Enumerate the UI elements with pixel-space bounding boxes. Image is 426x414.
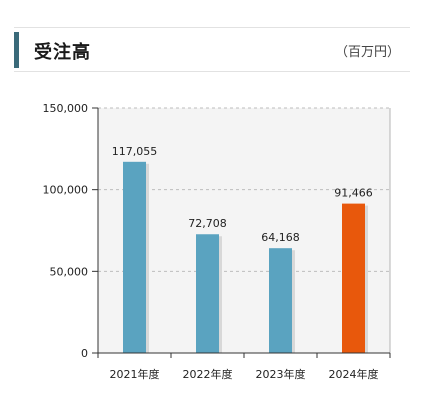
x-tick-label-2: 2023年度 [256,367,306,381]
y-tick-label-3: 150,000 [43,102,89,115]
data-label-3: 91,466 [334,187,373,200]
y-tick-label-2: 100,000 [43,184,89,197]
chart-title: 受注高 [34,42,91,63]
chart-header: 受注高 （百万円） [14,27,410,72]
y-tick-label-1: 50,000 [50,265,89,278]
bar-1 [196,234,219,353]
bar-2 [269,248,292,353]
x-tick-label-1: 2022年度 [183,367,233,381]
header-accent-bar [14,32,19,68]
bar-0 [123,161,146,353]
data-label-2: 64,168 [261,231,300,244]
data-label-0: 117,055 [112,145,158,158]
unit-label: （百万円） [334,45,400,60]
data-label-1: 72,708 [188,217,227,230]
x-tick-label-0: 2021年度 [110,367,160,381]
x-tick-label-3: 2024年度 [329,367,379,381]
y-tick-label-0: 0 [81,347,88,360]
bar-3 [342,203,365,353]
